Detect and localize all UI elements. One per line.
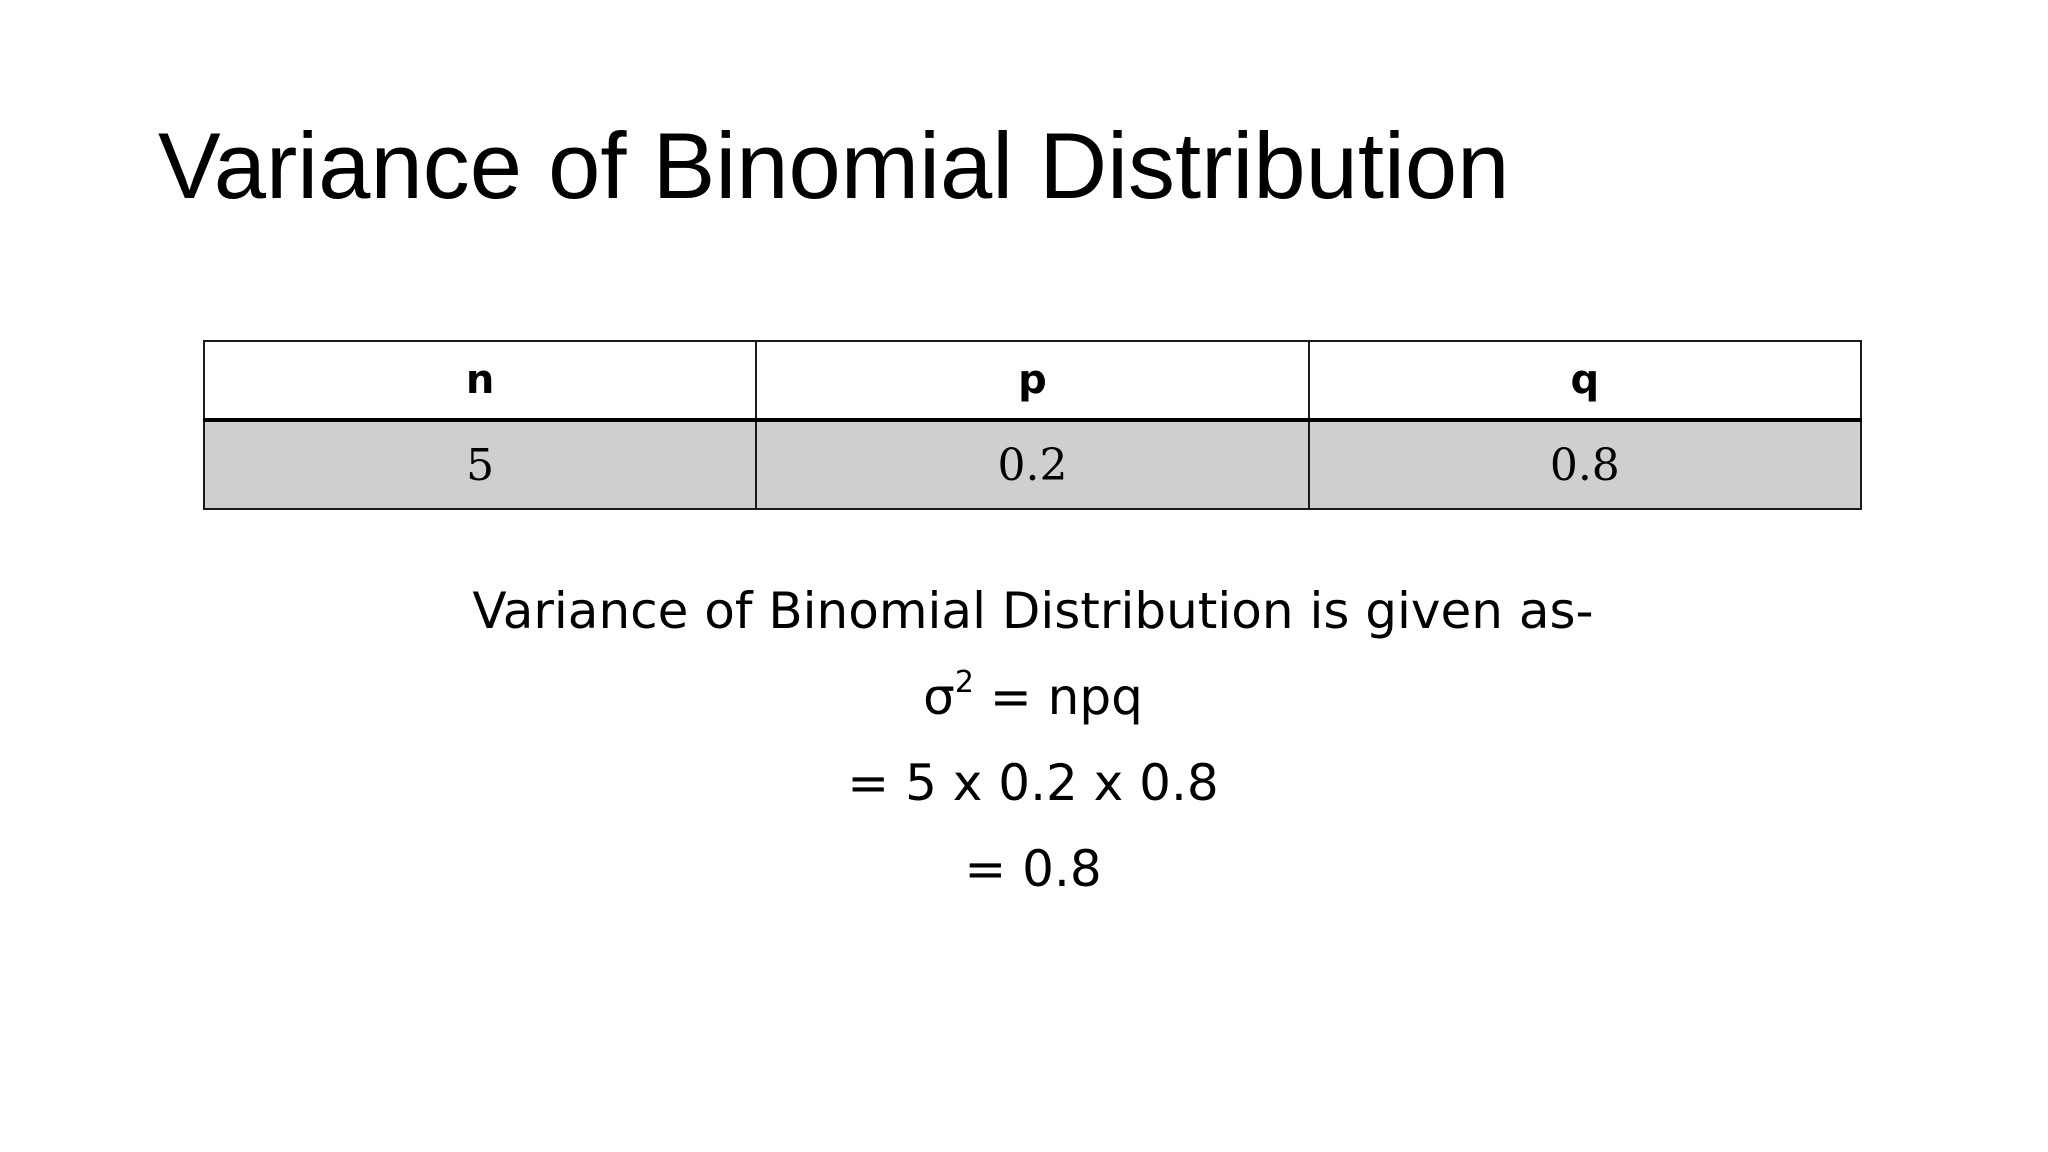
value-q: 0.8 [1307, 419, 1863, 510]
slide-title: Variance of Binomial Distribution [158, 113, 1510, 218]
calculation-step: = 5 x 0.2 x 0.8 [847, 754, 1219, 812]
formula-rhs: = npq [973, 668, 1143, 726]
parameters-table: n p q 5 0.2 0.8 [202, 340, 1863, 510]
variance-explanation: Variance of Binomial Distribution is giv… [0, 568, 2048, 912]
variance-formula: σ2 = npq [0, 654, 2048, 740]
table-header-row: n p q [202, 340, 1863, 422]
formula-exponent: 2 [954, 665, 974, 700]
intro-text: Variance of Binomial Distribution is giv… [472, 582, 1594, 640]
table-row: 5 0.2 0.8 [202, 419, 1863, 510]
header-q: q [1307, 340, 1863, 422]
header-n: n [202, 340, 758, 422]
sigma-symbol: σ [923, 668, 955, 726]
calculation-result: = 0.8 [964, 840, 1102, 898]
value-p: 0.2 [755, 419, 1310, 510]
value-n: 5 [202, 419, 758, 510]
header-p: p [755, 340, 1310, 422]
